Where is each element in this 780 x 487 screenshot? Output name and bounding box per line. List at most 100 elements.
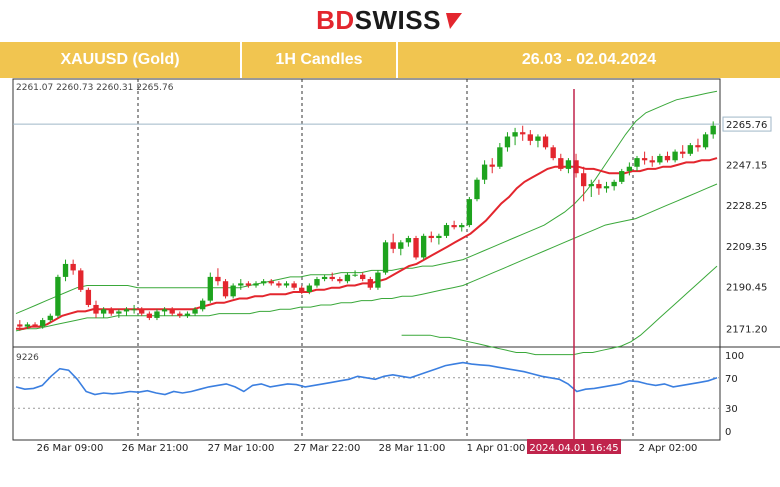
candle-body bbox=[436, 235, 442, 239]
candle-body bbox=[504, 136, 511, 148]
candle-body bbox=[192, 309, 198, 314]
chart-header: XAUUSD (Gold) 1H Candles 26.03 - 02.04.2… bbox=[0, 42, 780, 78]
candle-body bbox=[664, 155, 671, 161]
candle-body bbox=[695, 145, 701, 148]
candle-body bbox=[321, 276, 328, 280]
candle-body bbox=[100, 309, 107, 314]
candle-body bbox=[184, 313, 191, 316]
candle-body bbox=[413, 238, 419, 258]
candle-body bbox=[702, 134, 709, 148]
candle-body bbox=[588, 184, 594, 187]
price-tick: 2209.35 bbox=[726, 242, 767, 253]
candle-body bbox=[17, 324, 23, 327]
middle-band-line bbox=[15, 183, 718, 332]
candle-body bbox=[520, 132, 526, 135]
candle-body bbox=[108, 309, 114, 314]
price-tick: 2228.25 bbox=[726, 201, 767, 212]
candle-body bbox=[558, 158, 564, 169]
candle-body bbox=[230, 285, 236, 297]
candle-body bbox=[154, 311, 160, 318]
candle-body bbox=[405, 238, 412, 243]
candle-body bbox=[641, 158, 648, 161]
candle-body bbox=[222, 281, 229, 297]
candle-body bbox=[161, 309, 168, 312]
crosshair-date-label: 2024.04.01 16:45 bbox=[529, 443, 618, 454]
lower-band-line bbox=[401, 265, 718, 356]
brand-logo-text: BDSWISS bbox=[316, 5, 441, 36]
candle-body bbox=[489, 164, 495, 167]
brand-swiss: SWISS bbox=[354, 4, 441, 35]
candle-body bbox=[253, 283, 259, 286]
candle-body bbox=[565, 160, 572, 169]
price-chart: 2265.76 2247.15 2228.25 2209.35 2190.45 2171.… bbox=[0, 78, 780, 487]
candle-body bbox=[428, 235, 434, 239]
candle-body bbox=[367, 279, 373, 288]
brand-logo: BDSWISS bbox=[0, 0, 780, 40]
date-range-label: 26.03 - 02.04.2024 bbox=[521, 51, 657, 68]
candle-body bbox=[314, 279, 320, 286]
time-tick: 1 Apr 01:00 bbox=[467, 443, 526, 454]
candle-body bbox=[375, 272, 381, 288]
candle-body bbox=[47, 315, 53, 321]
candle-body bbox=[260, 281, 267, 284]
crosshair-date-box bbox=[527, 439, 621, 454]
price-tick: 2265.76 bbox=[726, 120, 767, 131]
indicator-values: 2261.07 2260.73 2260.31 2265.76 bbox=[16, 83, 174, 93]
brand-flag-icon bbox=[445, 13, 462, 29]
candle-body bbox=[123, 309, 130, 312]
time-tick: 26 Mar 09:00 bbox=[37, 443, 104, 454]
osc-tick: 30 bbox=[725, 404, 738, 415]
candle-body bbox=[329, 276, 335, 280]
time-tick: 27 Mar 10:00 bbox=[208, 443, 275, 454]
candle-body bbox=[619, 171, 625, 182]
price-tick: 2247.15 bbox=[726, 160, 767, 171]
candle-body bbox=[276, 283, 282, 286]
candle-body bbox=[420, 235, 427, 258]
upper-band-line bbox=[15, 90, 718, 315]
candle-body bbox=[451, 225, 457, 228]
candle-body bbox=[70, 263, 76, 271]
candle-body bbox=[474, 179, 480, 200]
candle-body bbox=[85, 289, 92, 305]
candle-body bbox=[299, 287, 305, 293]
timeframe-label: 1H Candles bbox=[242, 42, 398, 78]
osc-tick: 70 bbox=[725, 374, 738, 385]
candle-body bbox=[512, 132, 518, 137]
candle-body bbox=[390, 242, 396, 249]
time-tick: 26 Mar 21:00 bbox=[122, 443, 189, 454]
candle-body bbox=[215, 276, 221, 282]
candle-body bbox=[32, 324, 38, 327]
candle-body bbox=[200, 300, 206, 310]
candle-body bbox=[306, 285, 313, 293]
candle-body bbox=[207, 276, 213, 301]
time-tick: 27 Mar 22:00 bbox=[294, 443, 361, 454]
candle-body bbox=[283, 283, 290, 286]
candle-body bbox=[634, 158, 640, 167]
current-price-box bbox=[722, 116, 772, 132]
osc-tick: 100 bbox=[725, 351, 744, 362]
candle-body bbox=[352, 274, 358, 276]
price-tick: 2171.20 bbox=[726, 324, 767, 335]
time-tick: 2 Apr 02:00 bbox=[639, 443, 698, 454]
oscillator-line bbox=[15, 361, 718, 396]
candle-body bbox=[573, 160, 579, 174]
candle-body bbox=[78, 270, 84, 290]
candle-body bbox=[337, 279, 343, 282]
candle-body bbox=[466, 199, 473, 226]
candle-body bbox=[238, 283, 244, 286]
time-tick: 28 Mar 11:00 bbox=[379, 443, 446, 454]
candle-body bbox=[40, 320, 46, 327]
osc-tick: 0 bbox=[725, 427, 731, 438]
candle-body bbox=[398, 242, 404, 249]
candle-body bbox=[344, 274, 351, 282]
price-tick: 2190.45 bbox=[726, 283, 767, 294]
candle-body bbox=[268, 281, 274, 284]
candle-body bbox=[382, 242, 389, 273]
candle-body bbox=[139, 309, 145, 314]
candle-body bbox=[657, 155, 663, 163]
candle-body bbox=[291, 283, 297, 288]
plot-frame bbox=[12, 78, 721, 441]
brand-bd: BD bbox=[316, 4, 355, 35]
candle-body bbox=[680, 151, 686, 154]
candle-body bbox=[580, 173, 587, 187]
